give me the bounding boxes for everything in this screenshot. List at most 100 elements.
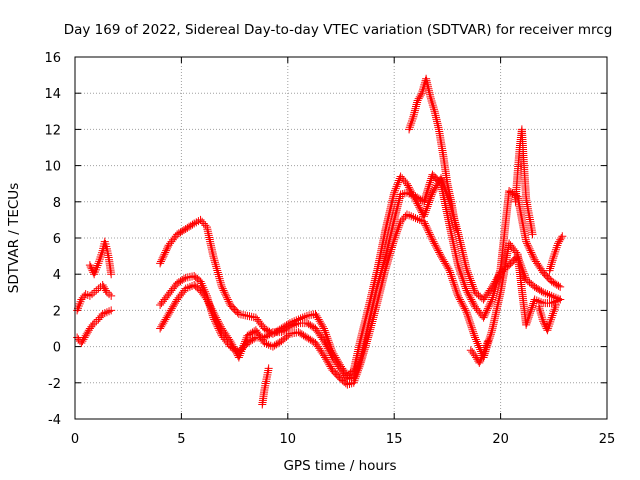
data-point-fill: [73, 297, 85, 313]
data-point: [90, 319, 99, 328]
x-axis-label: GPS time / hours: [283, 458, 396, 474]
data-point: [349, 378, 358, 387]
data-point: [462, 308, 471, 317]
data-point-fill: [92, 286, 101, 295]
data-point-fill: [405, 211, 418, 222]
data-point: [196, 277, 205, 286]
data-point-fill: [405, 114, 417, 132]
data-point: [85, 261, 94, 270]
data-point-fill: [523, 277, 537, 290]
data-point-fill: [522, 239, 538, 262]
data-point-fill: [74, 335, 84, 346]
data-point: [471, 351, 480, 360]
data-point-fill: [191, 282, 203, 294]
data-point-fill: [227, 302, 242, 317]
y-tick-label: 0: [53, 341, 61, 356]
chart-title: Day 169 of 2022, Sidereal Day-to-day VTE…: [64, 22, 613, 38]
data-point-fill: [439, 152, 452, 186]
data-point: [319, 324, 328, 333]
data-point-fill: [156, 243, 172, 266]
data-point: [226, 337, 235, 346]
data-point-fill: [555, 234, 566, 246]
data-point-fill: [413, 193, 427, 205]
data-point-fill: [373, 226, 390, 273]
data-point-fill: [426, 94, 439, 114]
data-point-fill: [345, 373, 356, 383]
data-point-fill: [356, 333, 373, 367]
data-point: [454, 261, 463, 270]
data-point: [413, 96, 422, 105]
data-point: [94, 259, 103, 268]
data-point-fill: [279, 323, 293, 336]
data-point: [402, 179, 411, 188]
y-tick-label: -2: [48, 377, 61, 392]
data-point: [209, 252, 218, 261]
data-point: [390, 188, 399, 197]
data-point-fill: [511, 170, 522, 204]
data-point-fill: [438, 253, 453, 273]
data-point-fill: [496, 188, 513, 271]
data-point: [419, 217, 428, 226]
data-point-fill: [245, 327, 259, 339]
data-point-fill: [87, 320, 97, 331]
data-point: [483, 337, 492, 346]
data-point-fill: [420, 172, 436, 204]
data-point-fill: [78, 291, 89, 302]
data-point: [488, 295, 497, 304]
data-point-fill: [203, 225, 217, 259]
data-point-fill: [253, 315, 267, 331]
y-tick-label: 10: [44, 160, 61, 175]
data-point-fill: [183, 272, 197, 282]
data-point: [522, 320, 531, 329]
data-point-fill: [245, 312, 258, 322]
data-point-fill: [548, 303, 560, 320]
data-point-fill: [288, 328, 301, 338]
data-point: [522, 237, 531, 246]
plot-area: [73, 74, 567, 409]
data-point-fill: [174, 274, 188, 287]
data-point-fill: [541, 289, 554, 300]
data-point: [462, 264, 471, 273]
data-point: [181, 284, 190, 293]
data-point-fill: [373, 266, 390, 306]
data-point-fill: [191, 273, 203, 285]
data-point: [551, 300, 560, 309]
data-point-fill: [95, 248, 106, 266]
data-point-fill: [550, 241, 562, 258]
data-point: [547, 313, 556, 322]
series-track-2: [73, 306, 116, 347]
data-point-fill: [91, 261, 102, 277]
data-point-fill: [304, 334, 318, 346]
data-point-fill: [219, 326, 234, 344]
y-tick-label: 12: [44, 123, 61, 138]
data-point-fill: [258, 388, 269, 407]
data-point-fill: [236, 310, 250, 320]
data-point-fill: [329, 355, 344, 373]
data-point-fill: [210, 310, 225, 331]
series-track-12: [534, 300, 560, 335]
data-point-fill: [531, 257, 546, 275]
data-point-fill: [431, 109, 443, 132]
y-tick-label: 14: [44, 87, 61, 102]
data-point-fill: [100, 309, 109, 318]
data-point: [417, 89, 426, 98]
data-point-fill: [448, 201, 460, 231]
data-point-fill: [420, 190, 436, 219]
data-point-fill: [480, 284, 495, 302]
data-point-fill: [296, 312, 309, 323]
data-point: [98, 310, 107, 319]
data-point-fill: [382, 217, 398, 259]
series-track-10: [466, 337, 492, 367]
data-point-fill: [541, 299, 554, 308]
data-point-fill: [271, 328, 284, 337]
y-axis-label: SDTVAR / TECUs: [6, 183, 22, 293]
data-point-fill: [398, 212, 410, 224]
data-point: [396, 217, 405, 226]
data-point-fill: [78, 333, 89, 346]
data-point: [85, 291, 94, 300]
data-point-fill: [480, 339, 492, 356]
data-point: [554, 239, 563, 248]
data-point-fill: [101, 240, 111, 251]
data-point-fill: [174, 286, 189, 302]
data-point-fill: [522, 297, 538, 327]
